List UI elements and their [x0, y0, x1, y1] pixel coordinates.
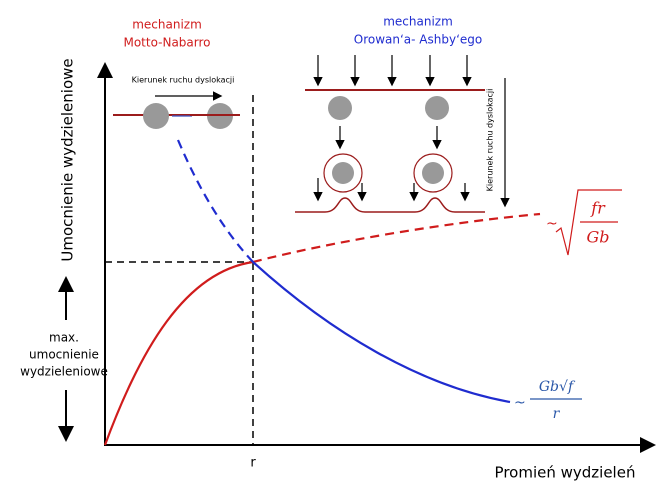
formula-numerator: Gb√f	[539, 379, 576, 395]
max-label: max.	[49, 331, 79, 345]
formula-denominator: r	[553, 406, 561, 422]
max-label: umocnienie	[29, 348, 99, 362]
x-marker: r	[250, 456, 256, 471]
arrow-label: Kierunek ruchu dyslokacji	[486, 89, 495, 192]
mechanism-title: mechanizm	[132, 18, 202, 32]
diagram: mechanizm Motto-Nabarro Kierunek ruchu d…	[0, 0, 656, 482]
formula-denominator: Gb	[586, 228, 609, 247]
motto-nabarro-sketch	[113, 96, 240, 129]
formula-red: ~ fr Gb	[546, 190, 622, 255]
formula-blue: ~ Gb√f r	[514, 379, 582, 422]
formula-prefix: ~	[514, 395, 526, 411]
curves	[105, 140, 540, 445]
formula-numerator: fr	[590, 199, 606, 218]
max-label: wydzieleniowe	[20, 365, 108, 379]
arrow-label: Kierunek ruchu dyslokacji	[132, 76, 235, 85]
mechanism-title: Orowan‘a- Ashby‘ego	[354, 33, 482, 47]
mechanism-title: Motto-Nabarro	[123, 36, 210, 50]
formula-prefix: ~	[546, 216, 558, 232]
orowan-sketch	[295, 55, 505, 212]
mechanism-title: mechanizm	[383, 15, 453, 29]
y-axis-label: Umocnienie wydzieleniowe	[59, 58, 77, 261]
x-axis-label: Promień wydzieleń	[495, 464, 636, 482]
